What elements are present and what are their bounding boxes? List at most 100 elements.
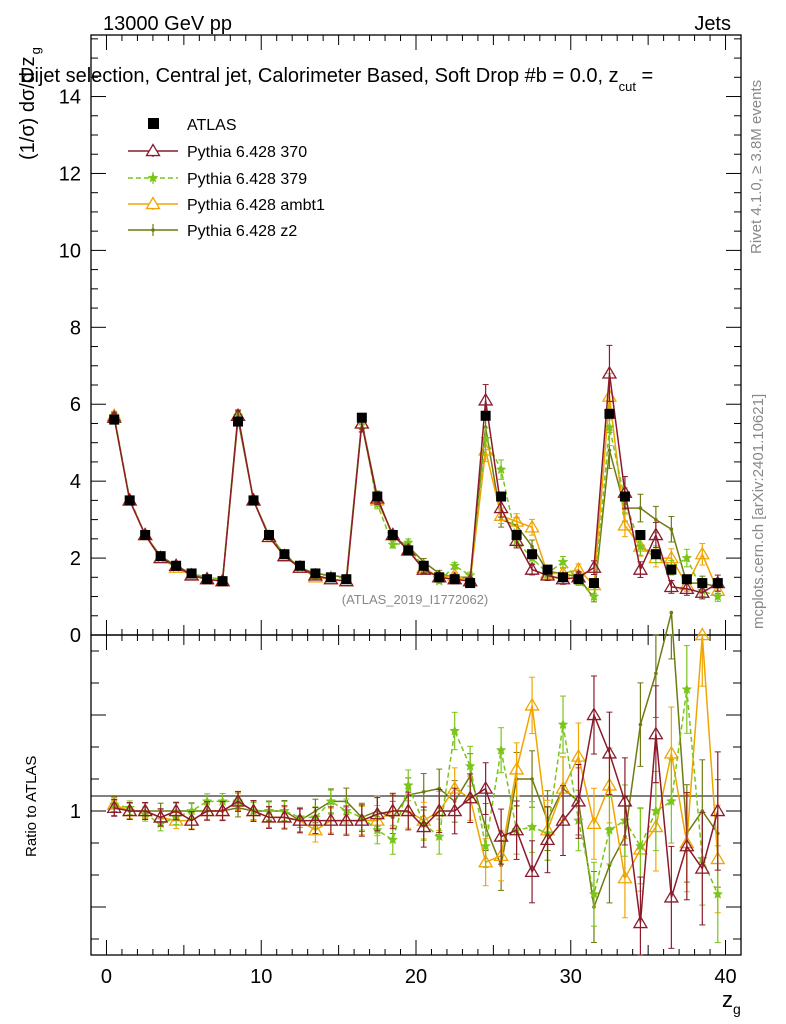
ratio-marker-p379 xyxy=(665,795,677,806)
ratio-marker-p370 xyxy=(323,812,339,826)
marker-p379 xyxy=(712,590,724,602)
ratio-marker-p370 xyxy=(493,828,509,842)
ratio-marker-ambt1 xyxy=(168,812,184,826)
marker-p370 xyxy=(524,561,540,575)
series-line-p370 xyxy=(113,373,719,594)
x-axis-label: zg xyxy=(722,987,741,1017)
ratio-line-p370 xyxy=(114,712,719,924)
ratio-marker-p370 xyxy=(663,889,679,903)
data-point-atlas xyxy=(650,549,661,560)
ratio-marker-p370 xyxy=(214,803,231,817)
data-point-atlas xyxy=(294,560,305,571)
legend-marker-atlas xyxy=(148,118,159,129)
ratio-panel-frame xyxy=(90,634,742,956)
series-line-p379 xyxy=(113,415,719,599)
x-tick-label: 0 xyxy=(101,966,112,988)
marker-z2 xyxy=(654,517,658,522)
marker-p379 xyxy=(495,463,507,475)
ratio-marker-p370 xyxy=(570,793,587,807)
legend-marker-ambt1 xyxy=(145,196,161,210)
ratio-marker-p370 xyxy=(524,864,540,877)
data-point-atlas xyxy=(635,530,646,540)
ratio-marker-p370 xyxy=(369,806,385,820)
data-point-atlas xyxy=(387,530,398,540)
ratio-marker-p370 xyxy=(168,803,184,817)
data-point-atlas xyxy=(217,576,228,587)
data-point-atlas xyxy=(233,416,244,427)
ratio-marker-p379 xyxy=(449,725,461,736)
ratio-marker-p370 xyxy=(307,812,324,826)
data-point-atlas xyxy=(697,578,708,589)
plot-title: Dijet selection, Central jet, Calorimete… xyxy=(20,65,653,94)
ratio-marker-p370 xyxy=(122,803,138,817)
ratio-marker-z2 xyxy=(607,863,612,868)
marker-p370 xyxy=(478,392,494,406)
y-tick-label: 12 xyxy=(59,163,81,185)
ratio-marker-p379 xyxy=(464,760,476,771)
ratio-marker-p379 xyxy=(325,795,337,806)
marker-p379 xyxy=(588,590,600,602)
ratio-marker-z2 xyxy=(638,722,643,727)
data-point-atlas xyxy=(542,564,553,575)
legend-label-ambt1: Pythia 6.428 ambt1 xyxy=(187,197,325,214)
ratio-marker-p379 xyxy=(526,821,538,832)
ratio-marker-p370 xyxy=(632,915,649,929)
marker-ambt1 xyxy=(694,546,710,560)
ratio-marker-p370 xyxy=(385,803,401,817)
data-point-atlas xyxy=(511,530,522,540)
data-point-atlas xyxy=(403,545,414,556)
data-point-atlas xyxy=(356,412,367,423)
rivet-version-label: Rivet 4.1.0, ≥ 3.8M events xyxy=(748,80,765,254)
y-tick-label: 2 xyxy=(70,548,81,570)
data-point-atlas xyxy=(573,574,584,585)
ratio-marker-p370 xyxy=(601,745,618,759)
data-point-atlas xyxy=(666,564,677,575)
y-axis-label-ratio: Ratio to ATLAS xyxy=(23,756,40,857)
ratio-marker-p370 xyxy=(617,793,633,807)
data-point-atlas xyxy=(619,491,630,502)
ratio-marker-p370 xyxy=(199,803,215,817)
ratio-marker-p370 xyxy=(183,812,200,826)
ratio-marker-p370 xyxy=(462,790,478,804)
ratio-marker-p370 xyxy=(230,793,246,807)
marker-z2 xyxy=(607,448,612,453)
data-point-atlas xyxy=(588,578,599,589)
ratio-marker-ambt1 xyxy=(617,870,633,884)
data-point-atlas xyxy=(140,530,151,540)
data-point-atlas xyxy=(109,414,120,425)
y-tick-label: 4 xyxy=(70,471,81,493)
legend-marker-p370 xyxy=(145,143,161,157)
header-left: 13000 GeV pp xyxy=(103,13,232,35)
ratio-marker-p370 xyxy=(416,819,432,833)
ratio-marker-p379 xyxy=(402,779,414,790)
marker-p379 xyxy=(387,538,399,550)
legend: ATLAS Pythia 6.428 370 Pythia 6.428 379 Pyt… xyxy=(128,117,325,240)
marker-ambt1 xyxy=(617,517,633,531)
ratio-marker-z2 xyxy=(654,671,658,676)
ratio-marker-p379 xyxy=(604,824,615,835)
axis-ticks xyxy=(91,35,741,955)
marker-p370 xyxy=(694,584,710,598)
ratio-marker-p370 xyxy=(354,812,370,826)
ratio-marker-p370 xyxy=(245,803,262,817)
data-point-atlas xyxy=(155,551,166,562)
data-point-atlas xyxy=(124,495,135,506)
marker-p370 xyxy=(663,579,679,593)
ratio-marker-p379 xyxy=(650,805,662,816)
y-tick-label: 0 xyxy=(70,625,81,647)
ratio-marker-p370 xyxy=(555,812,571,826)
ratio-marker-ambt1 xyxy=(663,745,679,759)
data-point-atlas xyxy=(186,568,197,579)
ratio-marker-z2 xyxy=(530,777,534,781)
marker-p370 xyxy=(679,581,695,595)
ratio-line-ambt1 xyxy=(113,634,719,881)
ratio-marker-p370 xyxy=(694,860,710,874)
data-point-atlas xyxy=(465,578,476,589)
ratio-marker-p370 xyxy=(431,803,447,817)
ratio-marker-p379 xyxy=(387,834,399,845)
legend-label-p370: Pythia 6.428 370 xyxy=(187,144,307,161)
ratio-marker-p370 xyxy=(447,803,463,817)
data-point-atlas xyxy=(202,574,213,585)
ratio-marker-p379 xyxy=(495,744,507,755)
